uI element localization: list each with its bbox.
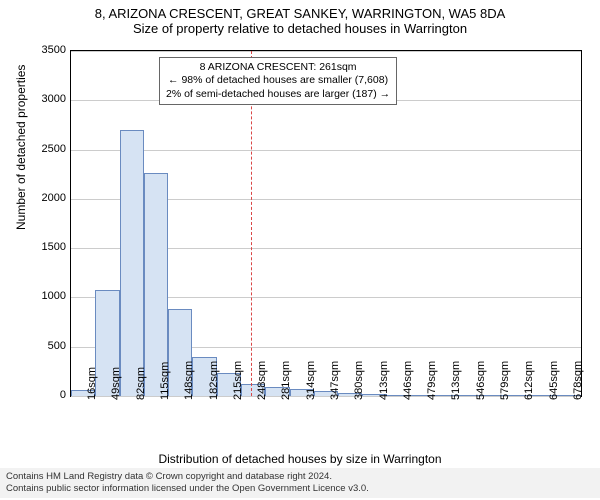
ytick-label: 500 xyxy=(16,340,66,352)
xtick-label: 413sqm xyxy=(378,361,390,400)
ytick-label: 1000 xyxy=(16,290,66,302)
bar xyxy=(120,130,144,396)
title-main: 8, ARIZONA CRESCENT, GREAT SANKEY, WARRI… xyxy=(0,6,600,21)
xtick-label: 645sqm xyxy=(548,361,560,400)
xtick-label: 380sqm xyxy=(353,361,365,400)
xtick-label: 215sqm xyxy=(232,361,244,400)
title-block: 8, ARIZONA CRESCENT, GREAT SANKEY, WARRI… xyxy=(0,0,600,36)
xtick-label: 314sqm xyxy=(305,361,317,400)
xtick-label: 479sqm xyxy=(426,361,438,400)
ytick-label: 1500 xyxy=(16,241,66,253)
title-sub: Size of property relative to detached ho… xyxy=(0,21,600,36)
annotation-line3: 2% of semi-detached houses are larger (1… xyxy=(166,88,390,101)
ytick-label: 2500 xyxy=(16,143,66,155)
gridline xyxy=(71,150,581,151)
x-axis-label: Distribution of detached houses by size … xyxy=(0,452,600,466)
xtick-label: 49sqm xyxy=(110,367,122,400)
xtick-label: 148sqm xyxy=(183,361,195,400)
xtick-label: 182sqm xyxy=(208,361,220,400)
ytick-label: 0 xyxy=(16,389,66,401)
annotation-line2: ← 98% of detached houses are smaller (7,… xyxy=(166,74,390,87)
chart-wrap: 8 ARIZONA CRESCENT: 261sqm← 98% of detac… xyxy=(70,50,580,395)
ytick-label: 3500 xyxy=(16,44,66,56)
xtick-label: 546sqm xyxy=(475,361,487,400)
xtick-label: 248sqm xyxy=(256,361,268,400)
ytick-label: 2000 xyxy=(16,192,66,204)
ytick-label: 3000 xyxy=(16,93,66,105)
xtick-label: 347sqm xyxy=(329,361,341,400)
xtick-label: 115sqm xyxy=(159,362,171,400)
xtick-label: 612sqm xyxy=(523,361,535,400)
annotation-line1: 8 ARIZONA CRESCENT: 261sqm xyxy=(166,61,390,74)
annotation-box: 8 ARIZONA CRESCENT: 261sqm← 98% of detac… xyxy=(159,57,397,105)
xtick-label: 16sqm xyxy=(86,367,98,400)
xtick-label: 82sqm xyxy=(135,367,147,400)
footer-line1: Contains HM Land Registry data © Crown c… xyxy=(6,471,594,483)
footer: Contains HM Land Registry data © Crown c… xyxy=(0,468,600,498)
xtick-label: 678sqm xyxy=(572,361,584,400)
chart-container: 8, ARIZONA CRESCENT, GREAT SANKEY, WARRI… xyxy=(0,0,600,500)
xtick-label: 446sqm xyxy=(402,361,414,400)
xtick-label: 281sqm xyxy=(280,361,292,400)
xtick-label: 513sqm xyxy=(450,361,462,400)
xtick-label: 579sqm xyxy=(499,361,511,400)
plot-area: 8 ARIZONA CRESCENT: 261sqm← 98% of detac… xyxy=(70,50,582,397)
gridline xyxy=(71,51,581,52)
footer-line2: Contains public sector information licen… xyxy=(6,483,594,495)
